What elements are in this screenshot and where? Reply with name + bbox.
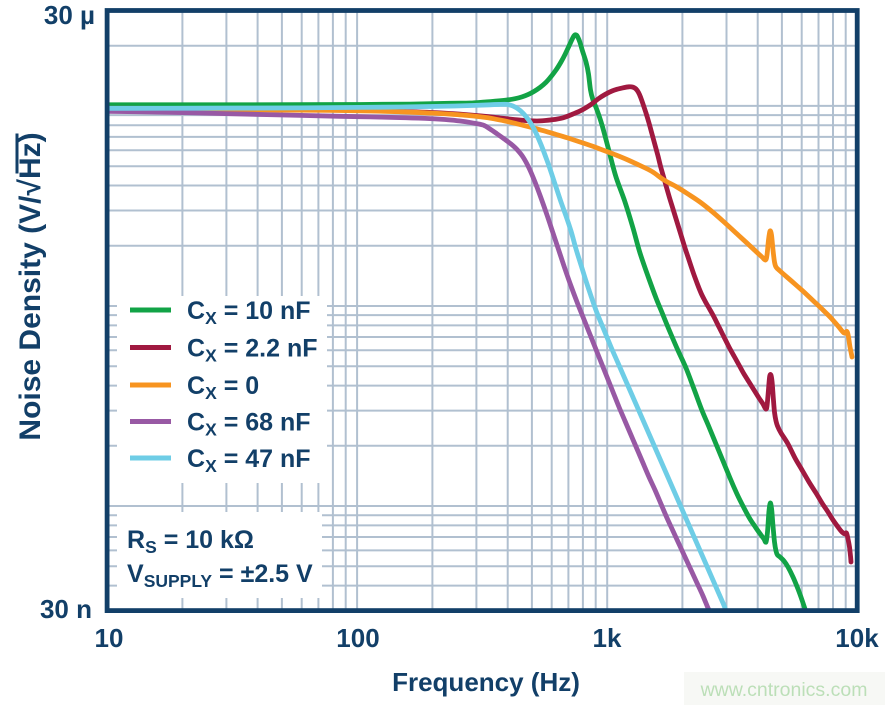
svg-text:CX = 0: CX = 0 — [187, 372, 259, 403]
svg-text:VSUPPLY = ±2.5 V: VSUPPLY = ±2.5 V — [127, 560, 313, 591]
svg-text:10: 10 — [95, 623, 124, 653]
svg-text:100: 100 — [336, 623, 379, 653]
svg-text:30 n: 30 n — [40, 594, 92, 624]
svg-text:1k: 1k — [593, 623, 622, 653]
svg-text:10k: 10k — [835, 623, 879, 653]
svg-text:www.cntronics.com: www.cntronics.com — [700, 679, 868, 701]
svg-text:30 µ: 30 µ — [44, 0, 95, 30]
svg-text:Noise Density (V/√Hz): Noise Density (V/√Hz) — [14, 132, 47, 440]
svg-text:CX = 47 nF: CX = 47 nF — [187, 445, 311, 476]
svg-text:Frequency (Hz): Frequency (Hz) — [392, 667, 580, 697]
